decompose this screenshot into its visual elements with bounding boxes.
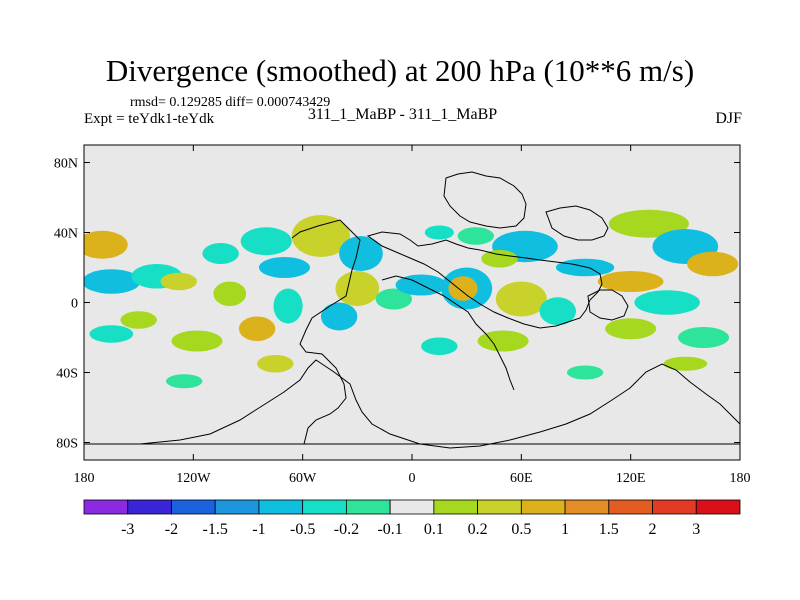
field-blob-29: [477, 330, 529, 352]
continent-outline-eurasia: [366, 231, 603, 329]
colorbar-label: 1: [561, 521, 569, 538]
field-blob-15: [257, 355, 294, 373]
y-tick-label: 0: [71, 297, 78, 312]
colorbar-swatch: [302, 499, 347, 515]
field-blob-32: [608, 209, 689, 238]
field-blob-10: [240, 227, 292, 256]
x-tick-label: 180: [730, 471, 751, 486]
colorbar-swatch: [345, 499, 391, 515]
colorbar-swatch: [433, 499, 479, 515]
field-blob-22: [448, 276, 478, 301]
field-blob-36: [634, 290, 700, 315]
colorbar-swatch: [477, 499, 522, 515]
field-blob-40: [566, 365, 604, 380]
colorbar-swatch: [83, 499, 129, 515]
center-label: 311_1_MaBP - 311_1_MaBP: [307, 106, 498, 123]
x-tick-label: 60W: [289, 471, 317, 486]
field-blob-19: [375, 288, 412, 310]
plot-background: [84, 145, 740, 460]
field-blob-11: [291, 215, 351, 257]
x-tick-label: 120W: [176, 471, 211, 486]
colorbar-label: 0.2: [468, 521, 488, 538]
field-blob-6: [171, 330, 223, 352]
x-tick-label: 120E: [616, 471, 646, 486]
field-blob-31: [555, 258, 615, 277]
season-label: DJF: [715, 110, 742, 127]
colorbar-label: 3: [692, 521, 700, 538]
continent-outline-south-pole: [84, 443, 740, 460]
field-blob-27: [495, 281, 547, 317]
field-blob-18: [320, 302, 358, 331]
field-blob-38: [678, 327, 730, 348]
field-blob-17: [335, 271, 380, 306]
x-tick-label: 60E: [510, 471, 533, 486]
continent-outline-americas: [291, 219, 361, 445]
colorbar-swatch: [520, 499, 566, 515]
colorbar-label: 0.5: [511, 521, 531, 538]
field-blob-1: [84, 269, 141, 294]
field-blob-9: [213, 281, 247, 306]
field-blob-23: [457, 227, 494, 245]
y-axis: 80N 40N 0 40S 80S: [54, 157, 740, 452]
continent-outline-australia: [587, 289, 629, 321]
colorbar-label: -1: [252, 521, 265, 538]
colorbar-swatch: [695, 499, 741, 515]
field-blob-35: [597, 271, 664, 292]
colorbar-label: -0.1: [377, 521, 402, 538]
colorbar-swatch: [608, 499, 653, 515]
colorbar-label: 1.5: [599, 521, 619, 538]
field-blob-8: [202, 243, 239, 264]
stats-label: rmsd= 0.129285 diff= 0.000743429: [130, 95, 331, 110]
field-blob-14: [238, 316, 276, 341]
field-blob-39: [663, 356, 708, 371]
field-blob-13: [273, 288, 303, 324]
y-tick-label: 80S: [56, 437, 78, 452]
colorbar-swatch: [389, 499, 435, 515]
x-tick-label: 180: [74, 471, 95, 486]
field-blob-7: [166, 374, 203, 389]
continent-outline-greenland: [443, 171, 527, 229]
field-blob-30: [421, 337, 458, 355]
field-blob-4: [120, 311, 157, 329]
continent-outline-asia-islands: [545, 205, 609, 241]
colorbar-label: -3: [121, 521, 134, 538]
colorbar-label: 2: [649, 521, 657, 538]
field-blob-16: [339, 236, 383, 271]
continent-outline-africa: [381, 275, 515, 391]
y-tick-label: 40N: [54, 227, 78, 242]
field-blob-26: [481, 250, 518, 268]
colorbar-label: -1.5: [203, 521, 228, 538]
field-blob-5: [89, 325, 134, 343]
y-tick-label: 80N: [54, 157, 78, 172]
field-blob-28: [539, 297, 576, 326]
colorbar-swatch: [171, 499, 216, 515]
continent-outline: [84, 171, 740, 460]
field-blob-24: [424, 225, 454, 240]
field-blob-3: [160, 272, 197, 291]
field-layer: [84, 209, 739, 389]
colorbar-label: 0.1: [424, 521, 444, 538]
field-blob-12: [258, 257, 310, 278]
x-axis: 180 120W 60W 0 60E 120E 180: [74, 145, 751, 486]
field-blob-34: [687, 251, 739, 277]
field-blob-0: [84, 230, 128, 259]
colorbar-swatch: [652, 499, 697, 515]
colorbar-swatch: [127, 499, 172, 515]
field-blob-37: [605, 318, 657, 340]
x-tick-label: 0: [409, 471, 416, 486]
colorbar: -3 -2 -1.5 -1 -0.5 -0.2 -0.1 0.1 0.2 0.5 1 1.5 2 3: [83, 499, 741, 538]
colorbar-swatch: [564, 499, 610, 515]
colorbar-swatch: [214, 499, 260, 515]
y-tick-label: 40S: [56, 367, 78, 382]
colorbar-label: -2: [165, 521, 178, 538]
colorbar-swatch: [258, 499, 304, 515]
colorbar-label: -0.5: [290, 521, 315, 538]
experiment-label: Expt = teYdk1-teYdk: [84, 111, 215, 127]
chart-title: Divergence (smoothed) at 200 hPa (10**6 …: [105, 53, 695, 88]
colorbar-label: -0.2: [334, 521, 359, 538]
